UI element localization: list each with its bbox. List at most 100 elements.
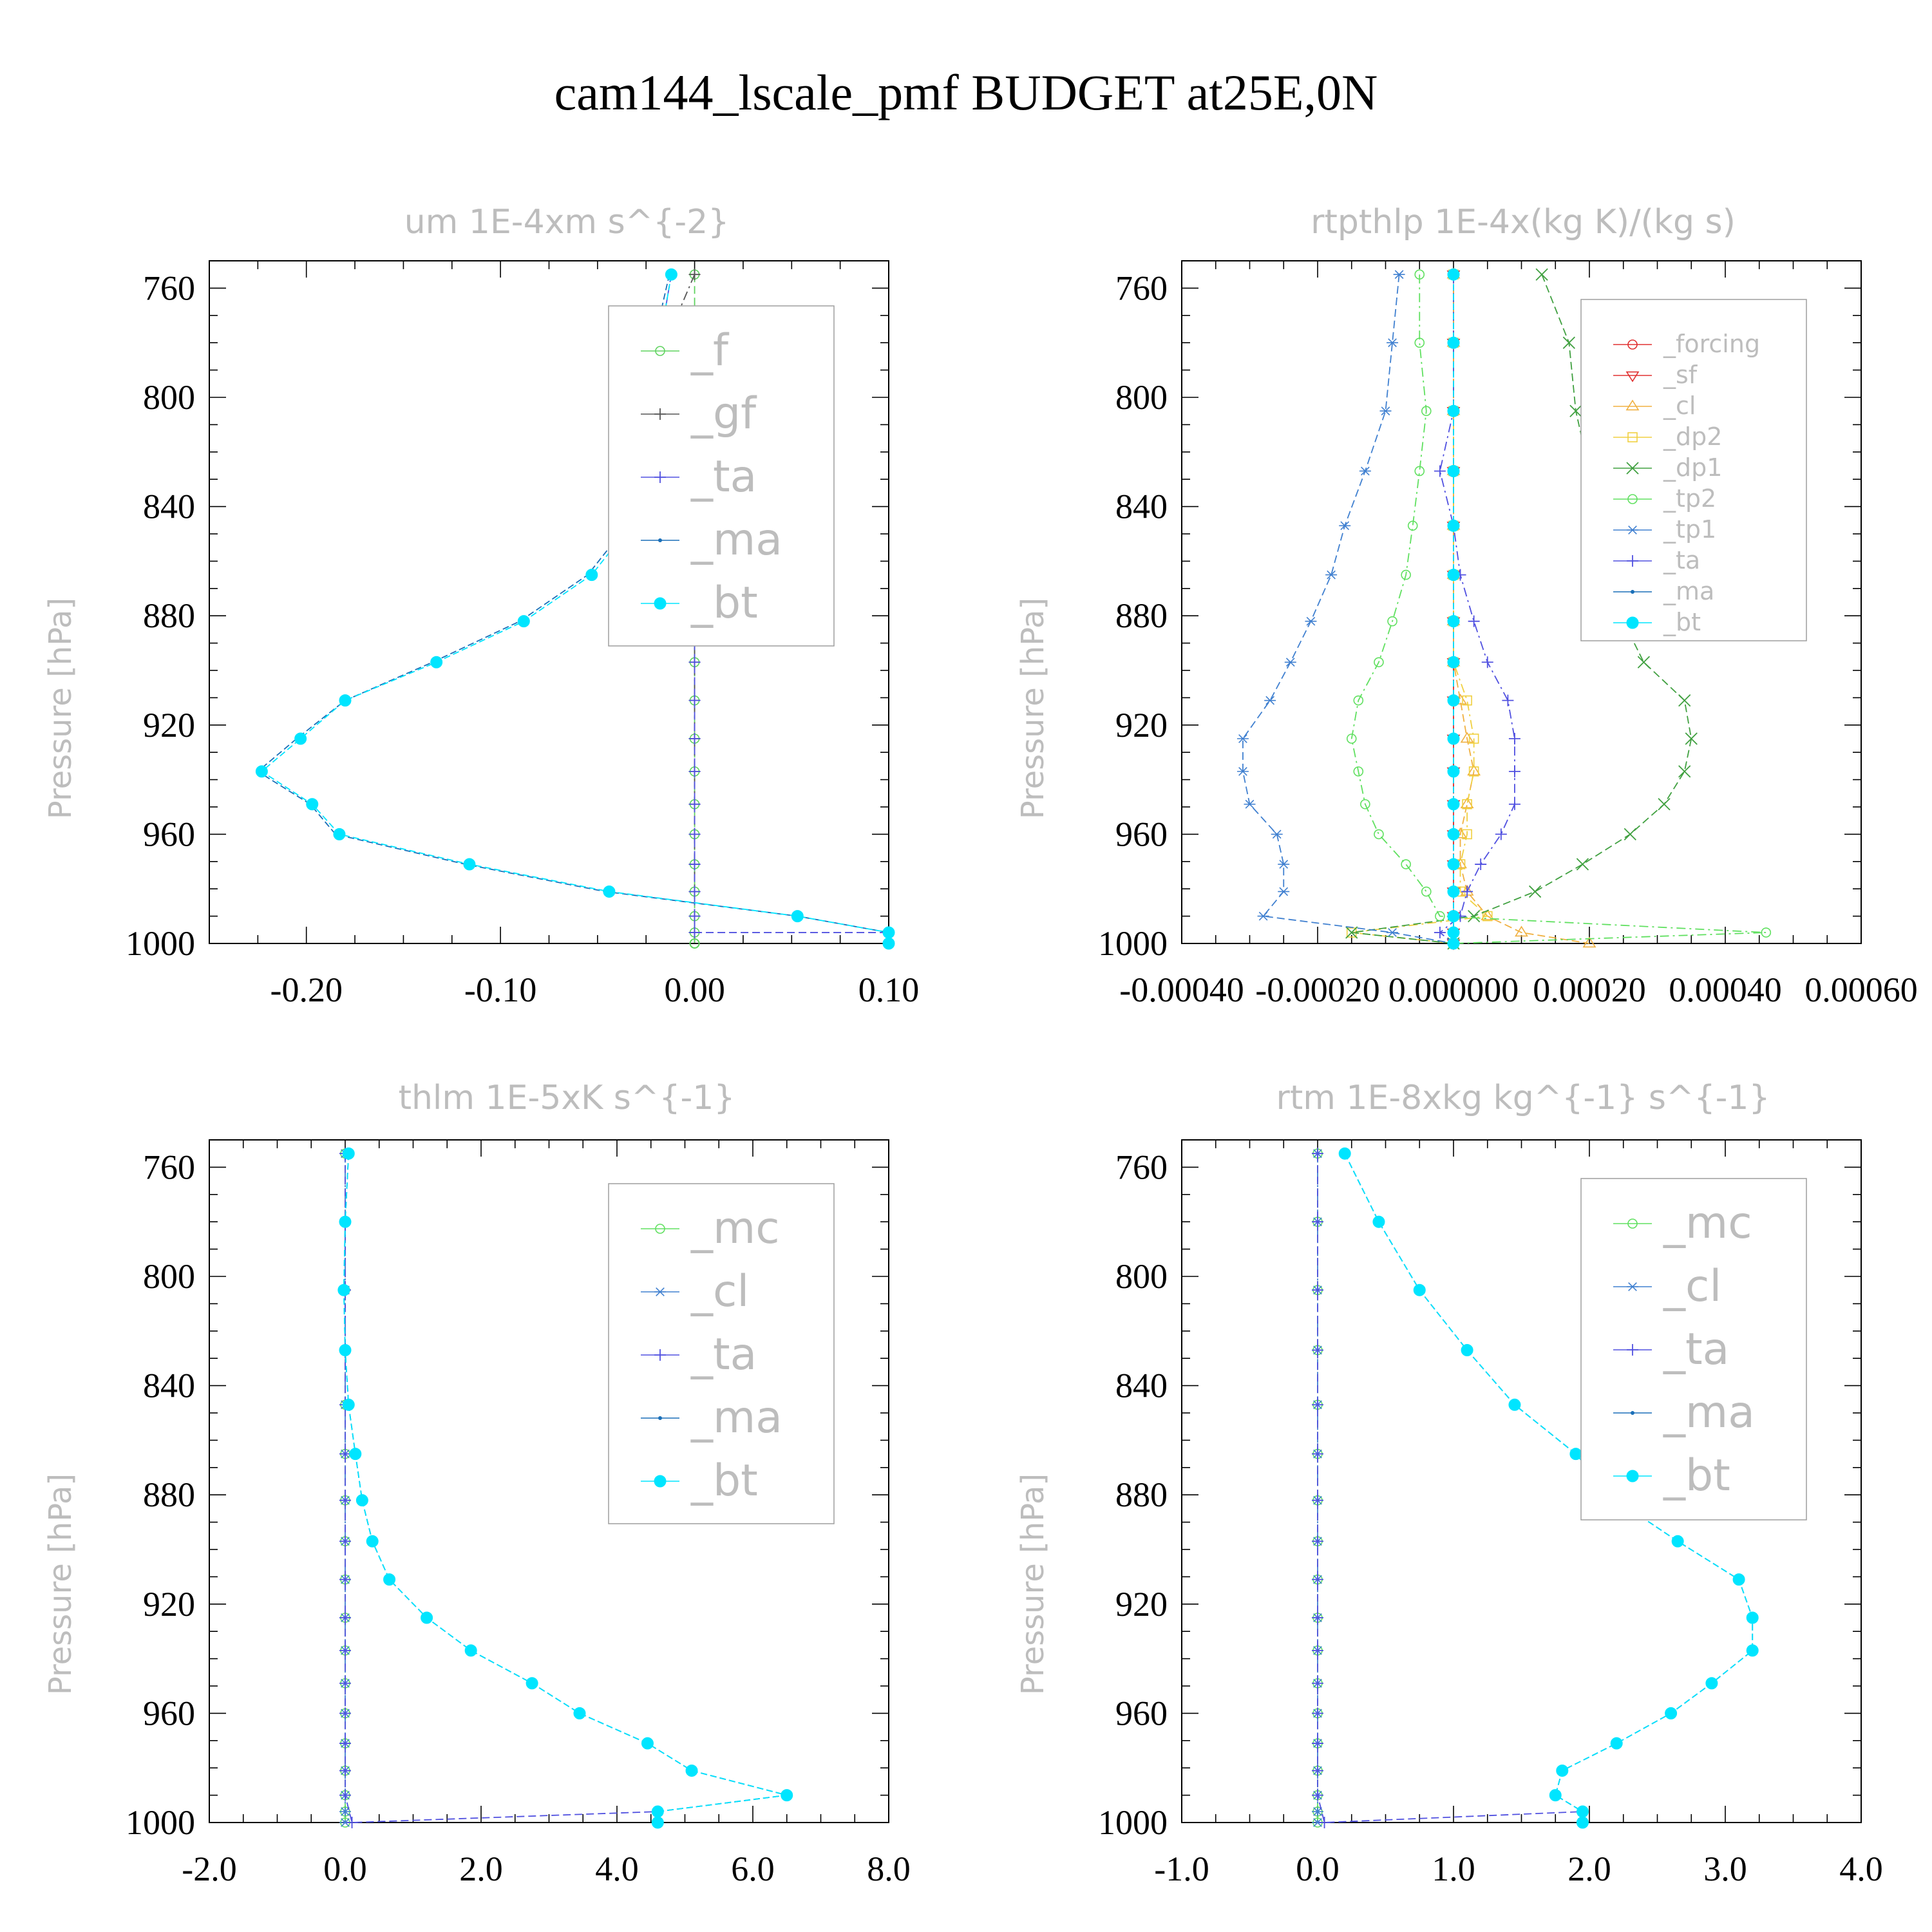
legend-marker-rtm-3 [1631, 1411, 1634, 1415]
point-thlm-bt-10 [464, 1644, 477, 1657]
legend-marker-um-1 [654, 408, 666, 420]
point-thlm-ta-7 [339, 1535, 351, 1548]
point-rtpthlp-bt-14 [1447, 885, 1460, 898]
point-rtm-bt-17 [1576, 1816, 1589, 1829]
legend-label-um-3: _ma [690, 515, 782, 565]
point-um-bt-6 [517, 615, 530, 628]
x-tick-label-rtm-4: 3.0 [1703, 1850, 1747, 1888]
point-rtpthlp-bt-12 [1447, 828, 1460, 840]
legend-label-rtpthlp-6: _tp1 [1663, 515, 1716, 544]
y-tick-label-rtm-6: 1000 [1098, 1803, 1168, 1842]
point-rtpthlp-bt-4 [1447, 519, 1460, 532]
series-line-rtpthlp-ta [1439, 274, 1515, 944]
point-um-bt-10 [255, 765, 268, 778]
point-rtpthlp-bt-13 [1447, 858, 1460, 871]
point-thlm-ta-9 [339, 1612, 351, 1624]
series-line-um-gf [655, 274, 696, 933]
point-um-bt-14 [603, 885, 616, 898]
point-um-bt-17 [882, 937, 895, 950]
legend-marker-thlm-4 [654, 1475, 667, 1488]
panel-rtm: rtm 1E-8xkg kg^{-1} s^{-1} Pressure [hPa… [1015, 1079, 1883, 1888]
x-tick-label-rtpthlp-2: 0.000000 [1388, 971, 1519, 1009]
point-rtm-ta-7 [1312, 1535, 1323, 1548]
point-rtpthlp-tp1-7 [1284, 658, 1296, 667]
point-rtm-bt-15 [1549, 1789, 1562, 1802]
point-um-ta-12 [688, 828, 701, 840]
point-rtpthlp-tp2-11 [1360, 799, 1370, 810]
series-line-thlm-bt [343, 1153, 787, 1823]
series-um-bt [255, 268, 895, 950]
point-thlm-bt-2 [337, 1283, 350, 1296]
legend-label-thlm-4: _bt [690, 1455, 758, 1506]
legend-label-rtm-3: _ma [1663, 1387, 1755, 1438]
point-rtpthlp-dp2-15 [1482, 911, 1493, 922]
point-rtpthlp-dp2-12 [1462, 829, 1472, 840]
point-thlm-bt-5 [349, 1448, 362, 1461]
legend-marker-um-4 [654, 597, 667, 610]
legend-label-rtpthlp-1: _sf [1663, 361, 1698, 389]
legend-label-thlm-3: _ma [690, 1392, 782, 1443]
point-thlm-bt-12 [573, 1707, 586, 1719]
y-tick-label-rtpthlp-2: 840 [1115, 488, 1168, 526]
y-tick-label-thlm-1: 800 [143, 1257, 195, 1296]
panel-title-rtm: rtm 1E-8xkg kg^{-1} s^{-1} [1276, 1079, 1770, 1117]
point-rtpthlp-tp1-5 [1325, 570, 1338, 580]
point-rtm-ta-3 [1312, 1344, 1323, 1356]
point-rtm-ta-6 [1312, 1494, 1323, 1506]
series-rtm-ta [1312, 1148, 1589, 1828]
point-rtpthlp-ta-9 [1508, 733, 1520, 744]
point-rtm-bt-16 [1576, 1805, 1589, 1818]
point-thlm-ta-10 [339, 1644, 351, 1656]
series-rtpthlp-tp2 [1346, 269, 1772, 949]
point-rtm-ta-0 [1312, 1148, 1323, 1160]
point-rtm-ta-15 [1312, 1789, 1323, 1801]
legend-label-thlm-1: _cl [690, 1266, 749, 1317]
legend-label-rtpthlp-5: _tp2 [1663, 484, 1716, 513]
point-thlm-bt-1 [339, 1215, 352, 1228]
legend-label-um-1: _gf [690, 388, 757, 439]
x-tick-label-rtpthlp-4: 0.00040 [1669, 971, 1782, 1009]
point-rtpthlp-bt-1 [1447, 336, 1460, 349]
legend-marker-rtpthlp-2 [1625, 399, 1640, 411]
point-rtpthlp-ta-7 [1481, 656, 1493, 668]
point-rtpthlp-cl-16 [1515, 925, 1528, 937]
point-thlm-bt-17 [651, 1816, 664, 1829]
point-rtm-bt-7 [1671, 1535, 1684, 1548]
point-rtm-ta-16 [1318, 1817, 1331, 1828]
legend-marker-rtpthlp-1 [1625, 371, 1640, 383]
point-rtpthlp-dp1-7 [1637, 656, 1651, 668]
point-thlm-bt-15 [781, 1789, 793, 1802]
point-rtm-ta-4 [1312, 1399, 1323, 1411]
point-rtm-ta-14 [1312, 1765, 1323, 1777]
point-thlm-bt-3 [339, 1343, 352, 1356]
point-rtpthlp-tp2-4 [1407, 520, 1418, 531]
point-rtpthlp-tp2-15 [1435, 911, 1445, 922]
y-tick-label-um-3: 880 [143, 596, 195, 635]
point-thlm-bt-11 [526, 1677, 538, 1690]
legend-label-um-4: _bt [690, 578, 758, 629]
y-tick-label-um-4: 920 [143, 706, 195, 744]
legend-label-um-2: _ta [690, 451, 757, 502]
point-um-bt-13 [463, 858, 476, 871]
point-thlm-bt-7 [366, 1535, 379, 1548]
point-rtpthlp-cl-17 [1582, 936, 1596, 948]
legend-label-rtpthlp-4: _dp1 [1663, 453, 1722, 482]
point-rtpthlp-dp2-10 [1468, 766, 1479, 777]
legend-marker-rtpthlp-6 [1627, 526, 1638, 535]
point-rtpthlp-tp2-6 [1387, 616, 1397, 627]
y-axis-label-thlm: Pressure [hPa] [43, 1473, 79, 1695]
y-tick-label-um-2: 840 [143, 488, 195, 526]
point-rtpthlp-bt-8 [1447, 694, 1460, 707]
point-um-bt-11 [306, 798, 319, 811]
point-rtpthlp-dp1-11 [1658, 798, 1671, 811]
point-rtm-bt-10 [1746, 1644, 1759, 1657]
point-rtpthlp-dp1-10 [1678, 765, 1691, 778]
point-rtpthlp-ta-13 [1475, 858, 1487, 871]
point-rtpthlp-dp1-16 [1345, 926, 1358, 939]
legend-label-rtpthlp-9: _bt [1663, 608, 1701, 636]
y-tick-label-rtpthlp-5: 960 [1115, 815, 1168, 853]
point-rtm-ta-2 [1312, 1284, 1323, 1296]
point-rtpthlp-bt-5 [1447, 569, 1460, 582]
y-tick-label-thlm-4: 920 [143, 1585, 195, 1624]
